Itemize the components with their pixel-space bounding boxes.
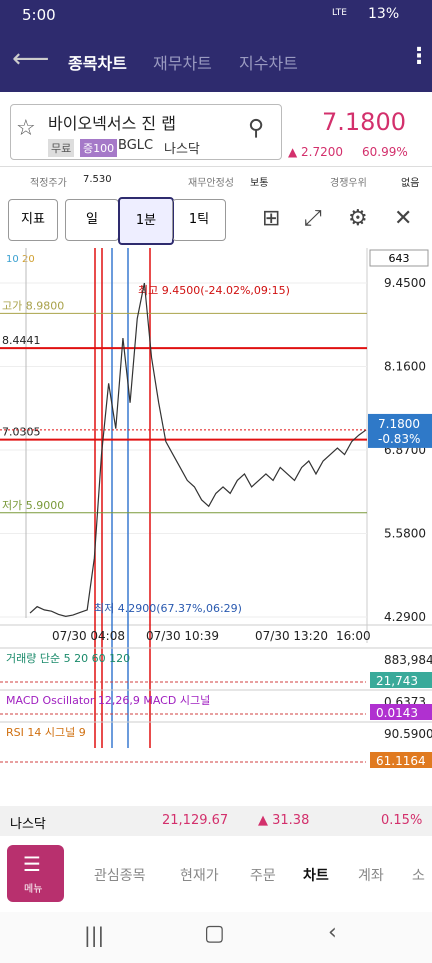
- market-name: 나스닥: [10, 817, 46, 832]
- stock-box[interactable]: [10, 104, 282, 160]
- current-box: [368, 413, 432, 448]
- y-tick-label: 8.1600: [384, 360, 426, 374]
- info-value: 7.530: [83, 174, 112, 185]
- indicator-value: 61.1164: [376, 754, 426, 768]
- menu-dots[interactable]: ⋮: [408, 44, 430, 69]
- indicator-value: 90.5900: [384, 727, 432, 741]
- menu-icon: ☰: [23, 852, 41, 876]
- settings-icon[interactable]: ⚙: [348, 206, 368, 231]
- info-label: 적정주가: [30, 178, 67, 189]
- change: ▲ 2.7200: [288, 145, 344, 159]
- ma-legend: 20: [22, 254, 35, 265]
- market-pct: 0.15%: [381, 813, 423, 828]
- x-tick-label: 16:00: [336, 629, 371, 643]
- change-pct: 60.99%: [362, 145, 408, 159]
- level-label: 7.0305: [2, 426, 41, 439]
- search[interactable]: ⚲: [248, 116, 265, 141]
- network: LTE: [332, 8, 347, 18]
- button[interactable]: 지표: [8, 199, 58, 241]
- x-tick-label: 07/30 13:20: [255, 629, 328, 643]
- indicator-box: [370, 704, 432, 720]
- home[interactable]: ▢: [204, 921, 225, 946]
- button[interactable]: 1틱: [172, 199, 226, 241]
- back-button[interactable]: ⟵: [12, 44, 50, 74]
- info-label: 재무안정성: [188, 178, 234, 189]
- tab[interactable]: 재무차트: [153, 54, 212, 73]
- info-value: 보통: [250, 178, 269, 189]
- recents[interactable]: |||: [84, 923, 105, 947]
- indicator-title: RSI 14 시그널 9: [6, 726, 86, 739]
- indicator-value: 0.0143: [376, 706, 418, 720]
- tab[interactable]: 지수차트: [239, 54, 298, 73]
- nav-item[interactable]: 관심종목: [94, 868, 146, 884]
- info-label: 경쟁우위: [330, 178, 367, 189]
- header: [0, 0, 432, 92]
- badge: 증100: [80, 139, 118, 157]
- button[interactable]: 일: [65, 199, 119, 241]
- x-tick-label: 07/30 04:08: [52, 629, 125, 643]
- current-price: 7.1800: [378, 417, 420, 431]
- battery: 13%: [368, 6, 400, 22]
- indicator-title: 거래량 단순 5 20 60 120: [6, 652, 130, 665]
- low-note: 최저 4.2900(67.37%,06:29): [94, 602, 242, 615]
- indicator-title: MACD Oscillator 12,26,9 MACD 시그널: [6, 694, 210, 707]
- indicator-box: [370, 752, 432, 768]
- star[interactable]: ☆: [16, 116, 36, 141]
- tab[interactable]: 종목차트: [68, 54, 127, 73]
- y-tick-label: 4.2900: [384, 610, 426, 624]
- expand-icon[interactable]: ⤢: [304, 206, 322, 231]
- price: 7.1800: [322, 108, 406, 136]
- y-tick-label: 9.4500: [384, 276, 426, 290]
- price-line: [29, 282, 367, 617]
- level-label: 고가 8.9800: [2, 299, 64, 312]
- stock-name: 바이오넥서스 진 랩: [48, 114, 176, 133]
- y-tick-label: 5.5800: [384, 527, 426, 541]
- level-label: 저가 5.9000: [2, 499, 64, 512]
- nav-item[interactable]: 차트: [303, 868, 329, 884]
- clock: 5:00: [22, 6, 56, 24]
- nav-item[interactable]: 소: [412, 868, 425, 884]
- nav-item[interactable]: 현재가: [180, 868, 219, 884]
- exchange: 나스닥: [164, 142, 200, 157]
- nav-item[interactable]: 계좌: [358, 868, 384, 884]
- menu-button[interactable]: [7, 845, 64, 902]
- layout-icon[interactable]: ⊞: [262, 206, 281, 231]
- indicator-value: 883,984: [384, 653, 432, 667]
- level-label: 8.4441: [2, 334, 41, 347]
- x-tick-label: 07/30 10:39: [146, 629, 219, 643]
- indicator-value: 21,743: [376, 674, 418, 688]
- back[interactable]: ‹: [328, 920, 337, 945]
- ma-legend: 10: [6, 254, 19, 265]
- badge: 무료: [48, 139, 75, 157]
- high-note: 최고 9.4500(-24.02%,09:15): [138, 284, 290, 297]
- ticker: BGLC: [118, 138, 154, 153]
- current-change: -0.83%: [378, 432, 420, 446]
- button[interactable]: 1분: [118, 197, 174, 245]
- nav-item[interactable]: 주문: [250, 868, 276, 884]
- system-nav: [0, 912, 432, 963]
- info-value: 없음: [401, 178, 420, 189]
- divider: [0, 166, 432, 167]
- count: 643: [389, 252, 410, 265]
- menu-label: 메뉴: [24, 884, 43, 895]
- market-bar: [0, 806, 432, 836]
- tools-icon[interactable]: ✕: [394, 206, 413, 231]
- market-change: ▲ 31.38: [258, 813, 310, 828]
- market-value: 21,129.67: [162, 813, 229, 828]
- count-box: [369, 249, 429, 267]
- indicator-box: [370, 672, 432, 688]
